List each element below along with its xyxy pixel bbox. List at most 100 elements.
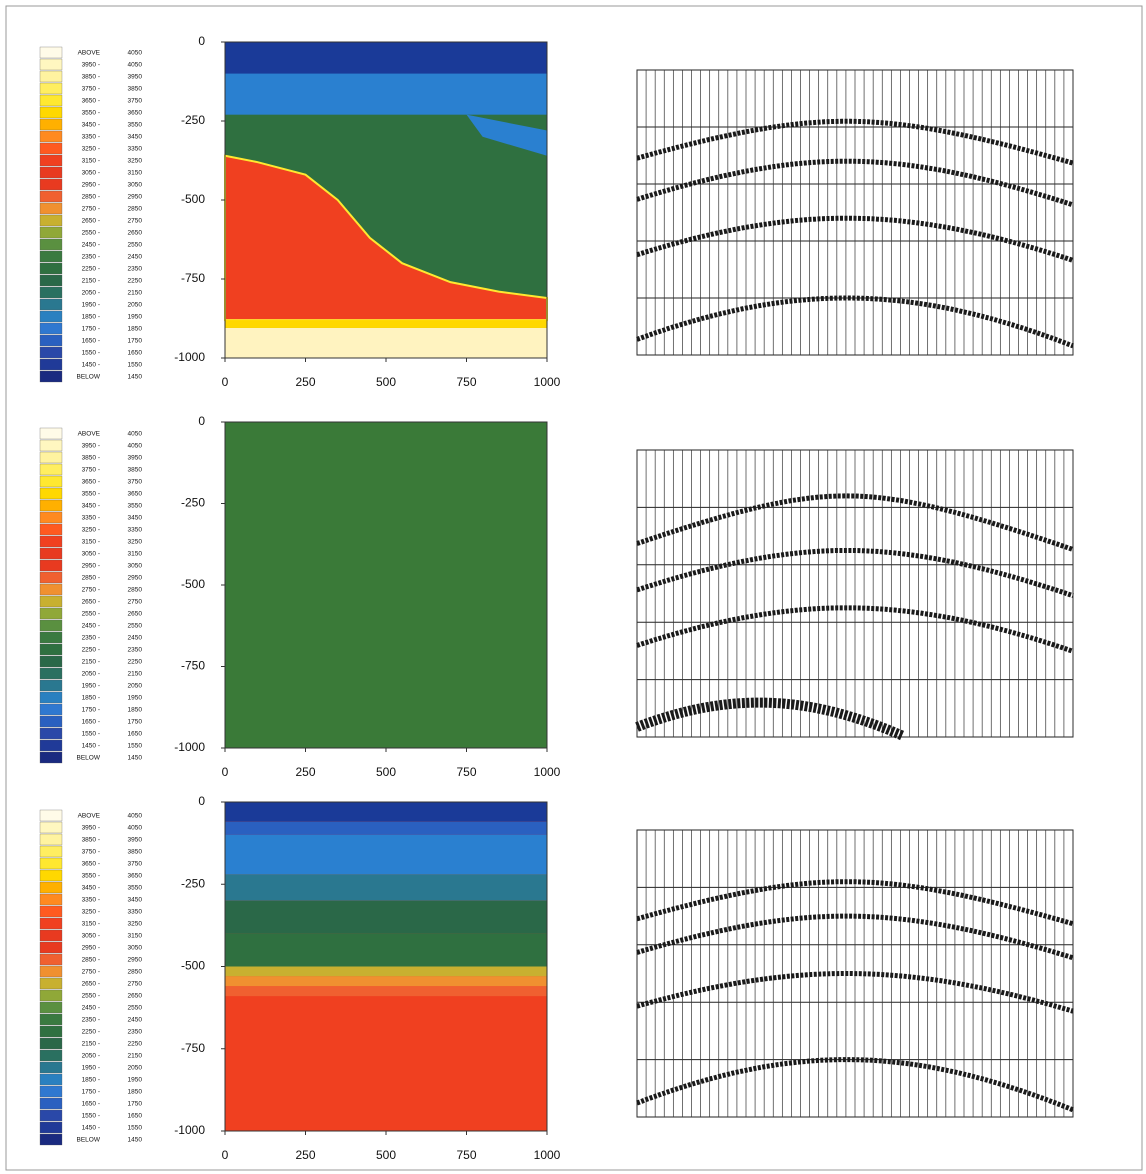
figure-border — [5, 5, 1143, 1171]
legend-label: 3350 — [128, 527, 143, 534]
legend-swatch — [39, 547, 63, 560]
x-tick-label: 250 — [295, 1148, 315, 1162]
legend-swatch — [39, 607, 63, 620]
model-region — [225, 422, 547, 748]
legend-swatch — [39, 358, 63, 371]
legend-swatch — [39, 1025, 63, 1038]
legend-swatch — [39, 94, 63, 107]
legend-label: 2850 - — [82, 957, 100, 964]
x-tick-label: 1000 — [534, 375, 561, 389]
legend-swatch — [39, 929, 63, 942]
legend-label: 2150 — [128, 671, 143, 678]
legend-label: 2750 - — [82, 206, 100, 213]
legend-label: 2050 - — [82, 671, 100, 678]
legend-label: 4050 — [128, 50, 143, 57]
legend-swatch — [39, 70, 63, 83]
legend-label: 2350 — [128, 266, 143, 273]
legend-label: 3950 — [128, 837, 143, 844]
reflection-event — [636, 295, 1074, 349]
seismogram — [636, 829, 1074, 1118]
x-tick-label: 500 — [376, 765, 396, 779]
reflection-event — [636, 158, 1074, 208]
legend-label: 4050 — [128, 825, 143, 832]
legend-label: 3150 — [128, 933, 143, 940]
legend-label: 2650 — [128, 611, 143, 618]
legend-label: 1450 - — [82, 362, 100, 369]
y-tick-label: 0 — [198, 414, 205, 428]
legend-label: 2750 - — [82, 969, 100, 976]
y-tick-label: -750 — [181, 1041, 205, 1055]
legend-label: 2950 - — [82, 563, 100, 570]
legend-swatch — [39, 571, 63, 584]
legend-swatch — [39, 595, 63, 608]
legend-swatch — [39, 82, 63, 95]
legend-swatch — [39, 989, 63, 1002]
reflection-event — [636, 548, 1074, 599]
legend-swatch — [39, 370, 63, 383]
legend-swatch — [39, 166, 63, 179]
legend-label: 3850 - — [82, 455, 100, 462]
legend-label: 3150 — [128, 170, 143, 177]
y-tick-label: -1000 — [174, 740, 205, 754]
legend-label: 3150 - — [82, 921, 100, 928]
legend-swatch — [39, 703, 63, 716]
legend-label: 2750 — [128, 599, 143, 606]
legend-label: 3750 - — [82, 849, 100, 856]
legend-label: 2250 - — [82, 1029, 100, 1036]
legend-label: 1750 - — [82, 707, 100, 714]
reflection-event — [636, 605, 1074, 654]
y-tick-label: -500 — [181, 577, 205, 591]
legend-swatch — [39, 475, 63, 488]
legend-label: 3250 - — [82, 909, 100, 916]
legend-label: 2450 — [128, 635, 143, 642]
x-tick-label: 750 — [456, 375, 476, 389]
legend-swatch — [39, 427, 63, 440]
legend-label: 2350 — [128, 1029, 143, 1036]
seismogram — [636, 69, 1074, 356]
legend-label: 3550 — [128, 885, 143, 892]
legend-label: 2550 - — [82, 993, 100, 1000]
legend-label: 3850 — [128, 467, 143, 474]
legend-swatch — [39, 857, 63, 870]
legend-label: 2150 - — [82, 278, 100, 285]
legend-swatch — [39, 202, 63, 215]
legend-label: 1650 - — [82, 1101, 100, 1108]
legend-label: 3550 — [128, 503, 143, 510]
legend-label: 3450 - — [82, 885, 100, 892]
legend-label: 2050 — [128, 683, 143, 690]
model-region — [225, 986, 547, 997]
legend-label: 3850 — [128, 849, 143, 856]
legend-label: 3750 - — [82, 86, 100, 93]
legend-swatch — [39, 715, 63, 728]
legend-label: 2750 — [128, 981, 143, 988]
model-region — [225, 966, 547, 977]
legend-label: 2250 — [128, 659, 143, 666]
y-tick-label: -1000 — [174, 1123, 205, 1137]
legend-swatch — [39, 643, 63, 656]
legend-label: 3050 - — [82, 933, 100, 940]
y-tick-label: -1000 — [174, 350, 205, 364]
legend-swatch — [39, 1133, 63, 1146]
legend-label: 2550 — [128, 242, 143, 249]
legend-swatch — [39, 130, 63, 143]
legend-label: 3650 - — [82, 98, 100, 105]
legend-swatch — [39, 1037, 63, 1050]
legend-label: 1650 — [128, 350, 143, 357]
legend-label: 2650 - — [82, 599, 100, 606]
seismogram — [635, 449, 1074, 741]
legend-swatch — [39, 941, 63, 954]
legend-label: 1850 - — [82, 695, 100, 702]
legend-label: 2250 — [128, 278, 143, 285]
legend-label: 2750 — [128, 218, 143, 225]
legend-swatch — [39, 869, 63, 882]
model-region — [225, 821, 547, 835]
legend-label: 1450 — [128, 374, 143, 381]
legend-label: 3050 - — [82, 551, 100, 558]
legend-label: ABOVE — [78, 813, 101, 820]
x-tick-label: 250 — [295, 765, 315, 779]
legend-swatch — [39, 1097, 63, 1110]
legend-label: 3250 - — [82, 146, 100, 153]
legend-swatch — [39, 1085, 63, 1098]
legend-label: 3750 — [128, 861, 143, 868]
legend-label: 2650 - — [82, 981, 100, 988]
